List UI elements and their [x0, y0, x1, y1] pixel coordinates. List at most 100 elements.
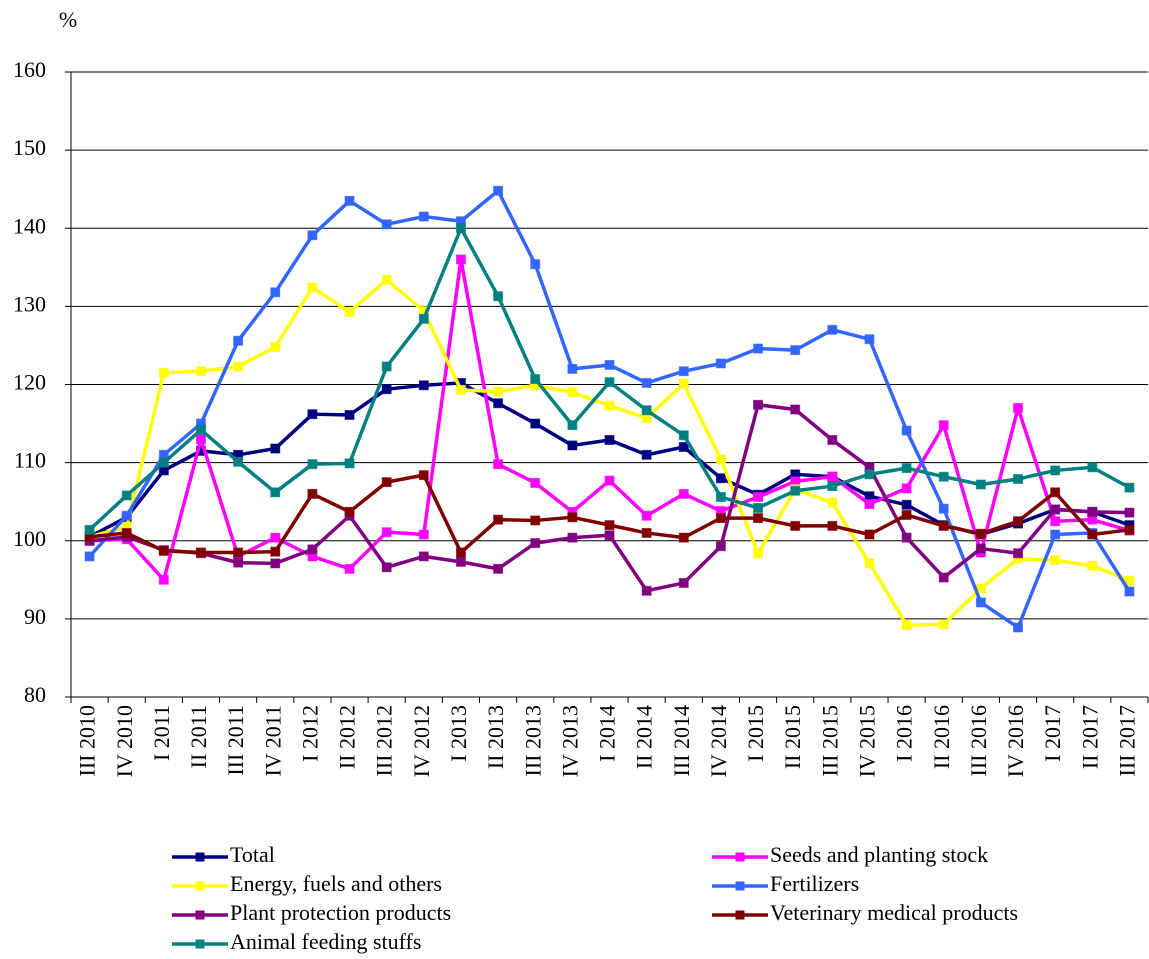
y-tick-label: 140 [13, 213, 46, 238]
point-marker [530, 515, 541, 526]
point-marker [1050, 555, 1061, 566]
x-tick-label: I 2016 [892, 705, 917, 762]
point-marker [901, 463, 912, 474]
x-tick-label: II 2014 [632, 705, 657, 769]
y-axis-unit: % [59, 7, 77, 32]
point-marker [530, 477, 541, 488]
point-marker [1087, 560, 1098, 571]
x-tick-label: IV 2015 [855, 705, 880, 777]
point-marker [344, 458, 355, 469]
point-marker [864, 469, 875, 480]
point-marker [604, 520, 615, 531]
point-marker [827, 520, 838, 531]
y-tick-label: 150 [13, 135, 46, 160]
point-marker [1050, 516, 1061, 527]
point-marker [827, 497, 838, 508]
point-marker [381, 274, 392, 285]
point-marker [381, 219, 392, 230]
point-marker [530, 418, 541, 429]
point-marker [121, 490, 132, 501]
point-marker [604, 377, 615, 388]
x-tick-label: IV 2012 [409, 705, 434, 777]
point-marker [1124, 524, 1135, 535]
x-tick-label: I 2012 [297, 705, 322, 762]
legend-label: Fertilizers [770, 871, 859, 896]
point-marker [641, 510, 652, 521]
point-marker [753, 513, 764, 524]
point-marker [1050, 487, 1061, 498]
point-marker [233, 557, 244, 568]
point-marker [901, 620, 912, 631]
point-marker [938, 572, 949, 583]
x-tick-label: IV 2013 [557, 705, 582, 777]
point-marker [678, 577, 689, 588]
point-marker [493, 386, 504, 397]
point-marker [827, 471, 838, 482]
legend-label: Veterinary medical products [770, 900, 1018, 925]
x-tick-label: II 2011 [186, 705, 211, 768]
legend-marker [195, 910, 205, 920]
point-marker [567, 363, 578, 374]
point-marker [270, 532, 281, 543]
point-marker [1013, 516, 1024, 527]
point-marker [1124, 482, 1135, 493]
x-tick-label: III 2014 [669, 705, 694, 776]
point-marker [195, 366, 206, 377]
point-marker [455, 254, 466, 265]
point-marker [1050, 465, 1061, 476]
point-marker [715, 358, 726, 369]
point-marker [1050, 504, 1061, 515]
point-marker [975, 479, 986, 490]
point-marker [344, 306, 355, 317]
point-marker [233, 335, 244, 346]
point-marker [567, 440, 578, 451]
legend-label: Energy, fuels and others [230, 871, 442, 896]
point-marker [195, 547, 206, 558]
point-marker [641, 585, 652, 596]
x-tick-label: I 2017 [1040, 705, 1065, 762]
point-marker [381, 527, 392, 538]
point-marker [790, 520, 801, 531]
point-marker [270, 443, 281, 454]
point-marker [938, 471, 949, 482]
point-marker [158, 545, 169, 556]
point-marker [1124, 586, 1135, 597]
legend-marker [195, 939, 205, 949]
x-tick-label: II 2012 [335, 705, 360, 769]
point-marker [418, 529, 429, 540]
point-marker [827, 434, 838, 445]
point-marker [1124, 507, 1135, 518]
point-marker [604, 400, 615, 411]
point-marker [270, 558, 281, 569]
point-marker [307, 544, 318, 555]
point-marker [864, 558, 875, 569]
point-marker [678, 488, 689, 499]
point-marker [753, 548, 764, 559]
point-marker [84, 524, 95, 535]
point-marker [678, 366, 689, 377]
point-marker [344, 409, 355, 420]
point-marker [678, 442, 689, 452]
point-marker [381, 384, 392, 395]
point-marker [790, 345, 801, 356]
point-marker [975, 528, 986, 539]
point-marker [938, 503, 949, 514]
series-line [89, 403, 1130, 593]
point-marker [604, 530, 615, 541]
point-marker [158, 574, 169, 585]
y-tick-label: 90 [24, 604, 46, 629]
x-tick-label: II 2017 [1077, 705, 1102, 769]
point-marker [455, 384, 466, 395]
point-marker [938, 619, 949, 630]
x-tick-label: I 2013 [446, 705, 471, 762]
legend-label: Animal feeding stuffs [230, 929, 421, 954]
y-tick-label: 100 [13, 526, 46, 551]
point-marker [604, 359, 615, 370]
point-marker [864, 529, 875, 540]
point-marker [678, 532, 689, 543]
point-marker [381, 562, 392, 573]
x-tick-label: III 2015 [817, 705, 842, 776]
point-marker [455, 223, 466, 234]
